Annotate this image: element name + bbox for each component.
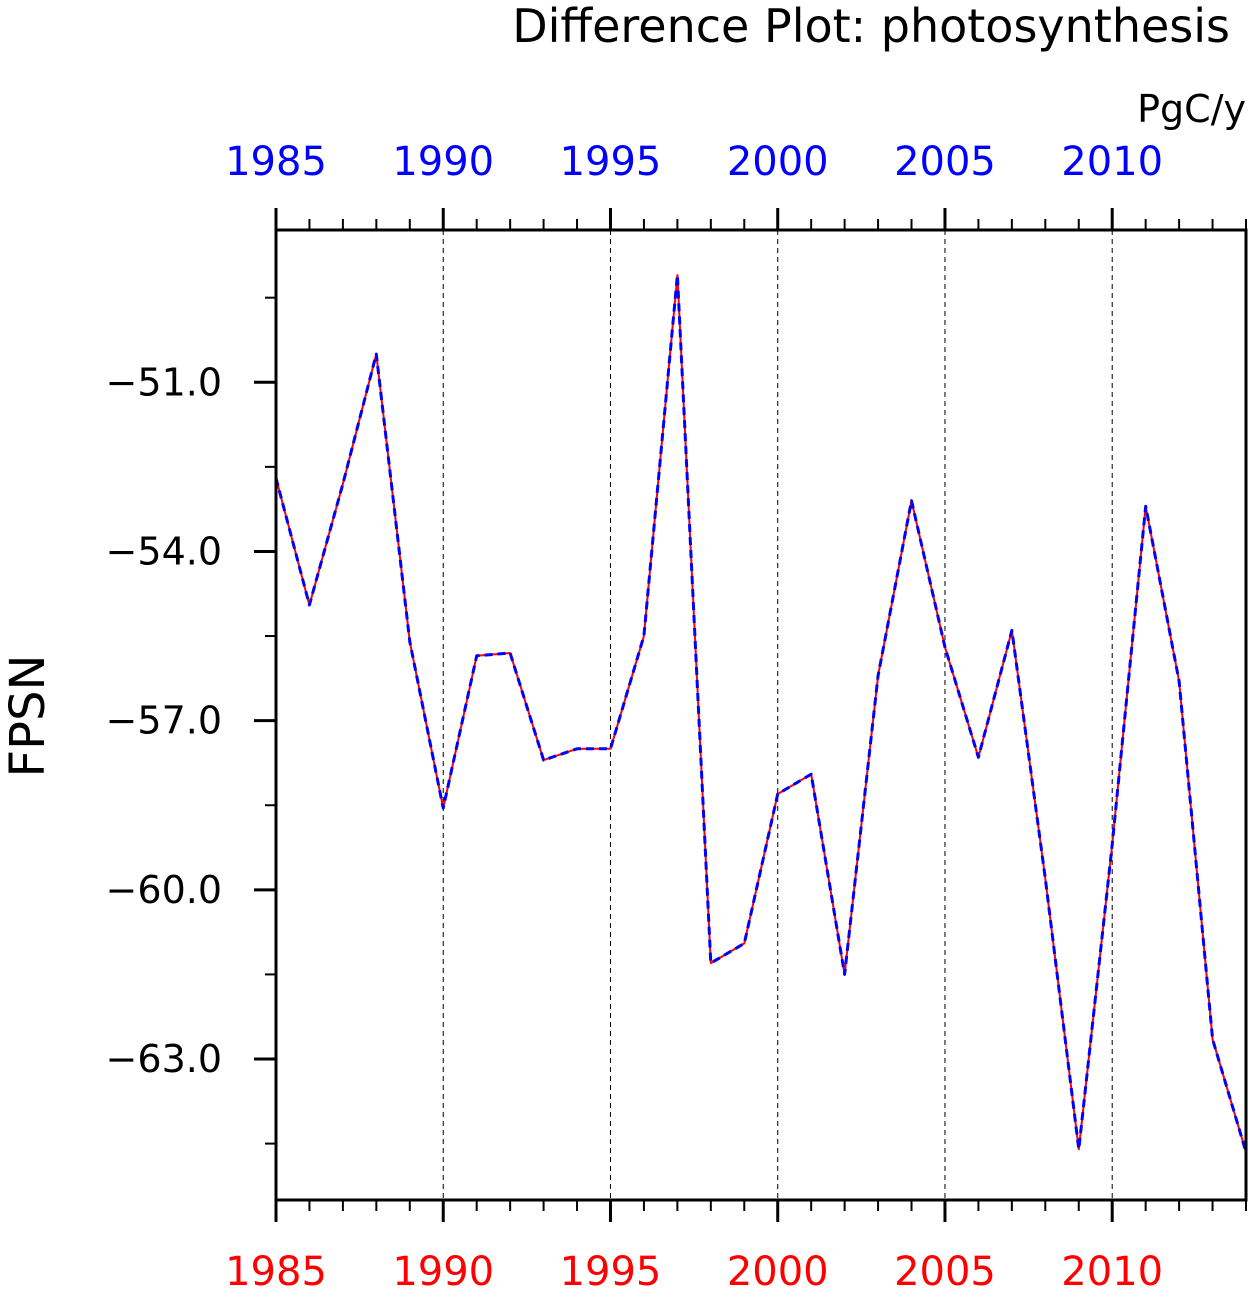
series-line-1 — [274, 273, 1248, 1153]
axis-ticks — [254, 208, 1247, 1222]
plot-frame — [274, 228, 1248, 1202]
x-tick-label-top-1990: 1990 — [392, 139, 494, 185]
series-lines — [274, 273, 1248, 1153]
y-tick-label-0: −51.0 — [106, 360, 222, 404]
x-tick-label-top-2000: 2000 — [727, 139, 829, 185]
x-tick-label-top-1985: 1985 — [225, 139, 327, 185]
x-tick-label-top-2005: 2005 — [894, 139, 996, 185]
x-tick-label-bottom-2005: 2005 — [894, 1249, 996, 1293]
x-tick-label-bottom-2000: 2000 — [727, 1249, 829, 1293]
x-tick-label-top-1995: 1995 — [560, 139, 662, 185]
series-line-0 — [275, 274, 1247, 1153]
x-tick-label-bottom-1995: 1995 — [560, 1249, 662, 1293]
tick-labels: 1985 1985 1990 1990 1995 1995 2000 2000 2005 2005… — [106, 139, 1164, 1293]
grid-lines — [442, 230, 1113, 1200]
x-tick-label-bottom-1985: 1985 — [225, 1249, 327, 1293]
y-tick-label-2: −57.0 — [106, 699, 222, 743]
y-tick-label-3: −60.0 — [106, 868, 222, 912]
x-tick-label-bottom-2010: 2010 — [1061, 1249, 1163, 1293]
y-tick-label-4: −63.0 — [106, 1037, 222, 1081]
units-label: PgC/y — [1137, 87, 1246, 131]
y-axis-label: FPSN — [0, 655, 56, 778]
x-tick-label-top-2010: 2010 — [1061, 139, 1163, 185]
x-tick-label-bottom-1990: 1990 — [392, 1249, 494, 1293]
chart-title: Difference Plot: photosynthesis — [512, 0, 1230, 53]
y-tick-label-1: −54.0 — [106, 529, 222, 573]
